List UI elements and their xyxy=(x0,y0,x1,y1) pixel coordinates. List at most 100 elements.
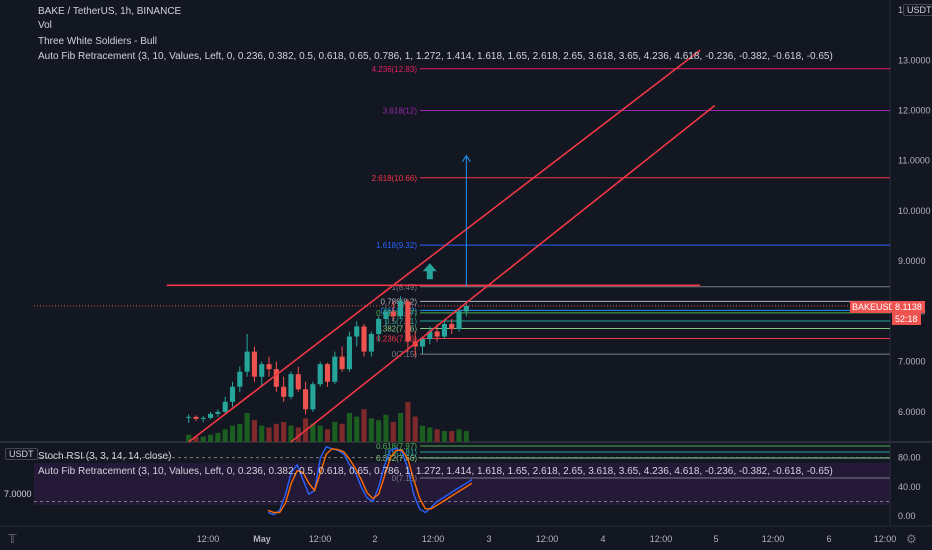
sub-fib-label: 0(7.15) xyxy=(392,474,418,483)
volume-bar xyxy=(383,414,389,442)
x-tick-label: 3 xyxy=(486,534,491,544)
x-tick-label: 12:00 xyxy=(650,534,673,544)
volume-bar xyxy=(259,425,265,442)
sub-fib-label: 0.5(7.81) xyxy=(385,448,417,457)
candle-body xyxy=(251,351,257,377)
volume-bar xyxy=(376,420,382,442)
candle-body xyxy=(398,301,404,317)
volume-bar xyxy=(332,422,338,442)
volume-bar xyxy=(346,412,352,442)
volume-bar xyxy=(193,436,199,442)
sub-fib-label: 0.618(7.97) xyxy=(376,442,417,451)
stoch-y-tick-label: 40.00 xyxy=(898,482,921,492)
volume-bar xyxy=(449,431,455,442)
candle-body xyxy=(376,318,382,335)
fib-level-label: 0.618(7.97) xyxy=(376,309,417,318)
fib-legend[interactable]: Auto Fib Retracement (3, 10, Values, Lef… xyxy=(38,51,833,62)
tradingview-logo[interactable]: 𝕋 xyxy=(8,532,17,546)
currency-label[interactable]: USDT xyxy=(903,4,932,16)
candle-body xyxy=(346,336,352,370)
chart-symbol-title: BAKE / TetherUS, 1h, BINANCE xyxy=(38,6,182,17)
y-tick-label: 13.0000 xyxy=(898,55,931,65)
gear-icon[interactable]: ⚙ xyxy=(906,532,917,546)
sub-currency-label[interactable]: USDT xyxy=(5,448,38,460)
y-tick-label: 11.0000 xyxy=(898,156,930,166)
candle-body xyxy=(427,331,433,340)
candle-body xyxy=(463,305,469,312)
volume-legend[interactable]: Vol xyxy=(38,20,52,31)
volume-bar xyxy=(427,427,433,442)
fib-level-label: 1.618(9.32) xyxy=(376,241,417,250)
sub-fib-label: 0.382(7.66) xyxy=(376,454,417,463)
candle-body xyxy=(259,364,265,377)
candle-body xyxy=(405,301,411,342)
trendline xyxy=(290,104,716,443)
x-tick-label: 6 xyxy=(826,534,831,544)
pattern-legend[interactable]: Three White Soldiers - Bull xyxy=(38,36,157,47)
stoch-rsi-legend[interactable]: Stoch RSI (3, 3, 14, 14, close) xyxy=(38,451,172,462)
y-tick-label: 12.0000 xyxy=(898,106,931,116)
fib-level-label: 0.236(7.46) xyxy=(376,335,417,344)
stoch-k-line xyxy=(267,445,473,516)
y-tick-label: 6.0000 xyxy=(898,407,926,417)
volume-bar xyxy=(361,409,367,442)
symbol-price-tag: BAKEUSDT xyxy=(850,301,903,313)
volume-bar xyxy=(229,425,236,442)
volume-bar xyxy=(222,429,228,442)
volume-bar xyxy=(215,432,221,442)
candle-body xyxy=(339,356,345,370)
buy-signal-arrow xyxy=(422,263,437,280)
x-tick-label: May xyxy=(253,534,271,544)
candle-body xyxy=(361,326,367,352)
x-tick-label: 12:00 xyxy=(197,534,220,544)
volume-bar xyxy=(412,416,418,442)
candle-body xyxy=(295,374,301,390)
candle-body xyxy=(273,369,279,387)
projection-arrow-head xyxy=(461,154,471,162)
volume-bar xyxy=(368,418,374,442)
candle-body xyxy=(215,411,221,414)
y-tick-label: 9.0000 xyxy=(898,256,926,266)
x-tick-label: 5 xyxy=(713,534,718,544)
volume-bar xyxy=(317,425,323,442)
candle-body xyxy=(310,384,316,410)
candle-body xyxy=(186,416,192,418)
volume-bar xyxy=(200,436,206,442)
candle-body xyxy=(449,323,455,329)
volume-bar xyxy=(398,412,404,442)
volume-bar xyxy=(463,431,469,442)
candle-body xyxy=(208,413,214,418)
fib-level-label: 4.236(12.83) xyxy=(372,65,418,74)
volume-bar xyxy=(434,429,440,442)
volume-bar xyxy=(339,423,345,442)
candle-body xyxy=(266,364,272,370)
fib-level-label: 1(8.49) xyxy=(392,283,418,292)
fib-level-label: 0.5(7.81) xyxy=(385,317,417,326)
volume-bar xyxy=(324,429,331,442)
candle-body xyxy=(244,351,250,372)
volume-bar xyxy=(288,425,294,442)
x-tick-label: 2 xyxy=(372,534,377,544)
candle-body xyxy=(317,364,323,385)
candle-body xyxy=(303,389,309,410)
x-tick-label: 12:00 xyxy=(536,534,559,544)
last-price-tag: 8.1138 xyxy=(892,301,925,313)
trendline xyxy=(188,49,701,443)
x-tick-label: 12:00 xyxy=(422,534,445,544)
fib-level-label: 0(7.15) xyxy=(392,350,418,359)
volume-bar xyxy=(208,434,214,442)
candle-body xyxy=(332,356,338,382)
volume-bar xyxy=(186,434,192,442)
left-price-tag: 7.0000 xyxy=(4,489,32,499)
volume-bar xyxy=(405,402,411,442)
stoch-d-line xyxy=(267,448,473,514)
candle-body xyxy=(383,311,389,319)
volume-bar xyxy=(273,423,279,442)
y-tick-label: 10.0000 xyxy=(898,206,931,216)
candle-body xyxy=(324,364,331,382)
candle-body xyxy=(200,417,206,419)
candle-body xyxy=(441,323,447,337)
sub-fib-legend[interactable]: Auto Fib Retracement (3, 10, Values, Lef… xyxy=(38,466,833,477)
volume-bar xyxy=(266,427,272,442)
